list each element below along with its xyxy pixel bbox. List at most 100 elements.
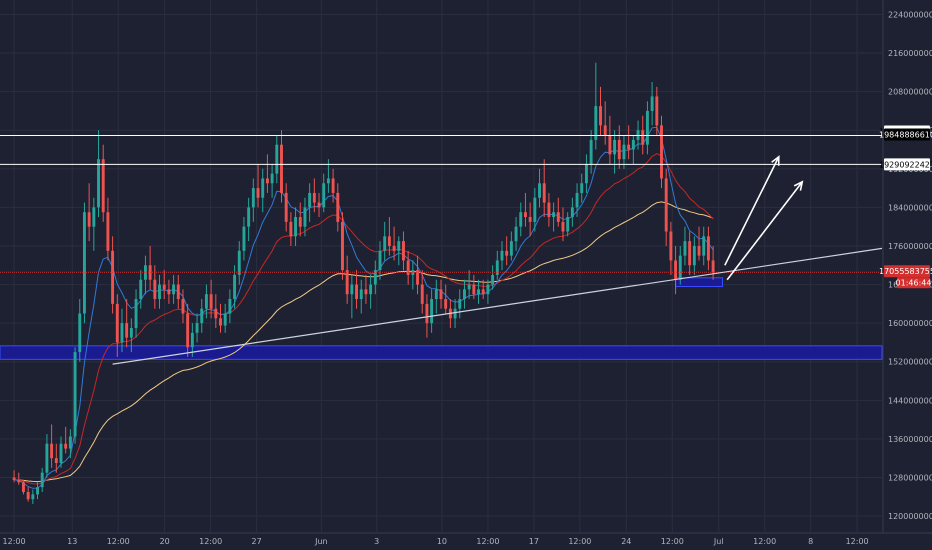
candle-body-19 xyxy=(101,159,105,213)
grid-lines xyxy=(0,0,882,532)
candle-body-63 xyxy=(308,192,312,208)
candle-body-115 xyxy=(552,212,556,218)
candle-body-84 xyxy=(406,260,410,275)
price-tick-label: 12000000000 xyxy=(888,512,932,521)
candle-body-23 xyxy=(120,323,124,343)
time-axis-panel[interactable] xyxy=(0,533,932,550)
candle-body-99 xyxy=(477,289,480,295)
time-tick-label: 12:00 xyxy=(661,537,684,546)
candle-body-124 xyxy=(594,106,598,140)
candle-body-102 xyxy=(491,274,495,285)
candle-body-76 xyxy=(369,284,373,295)
candle-body-38 xyxy=(190,332,194,348)
candle-body-95 xyxy=(458,299,462,309)
candle-body-67 xyxy=(326,178,330,184)
candle-body-111 xyxy=(533,197,537,222)
price-tick-label: 18400000000 xyxy=(888,203,932,212)
time-tick-label: 12:00 xyxy=(568,537,591,546)
candle-body-27 xyxy=(139,279,143,300)
candle-body-89 xyxy=(430,299,434,324)
candle-body-70 xyxy=(341,221,344,271)
candle-body-108 xyxy=(519,212,523,227)
price-tick-label: 12800000000 xyxy=(888,473,932,482)
time-tick-label: Jul xyxy=(713,537,724,546)
candle-body-34 xyxy=(172,284,176,295)
candle-body-66 xyxy=(322,183,326,208)
candle-body-41 xyxy=(204,294,208,309)
time-tick-label: 12:00 xyxy=(846,537,869,546)
candle-body-3 xyxy=(26,491,30,500)
candle-body-136 xyxy=(650,96,654,111)
support-zone-0 xyxy=(0,345,883,360)
candle-body-104 xyxy=(500,250,504,261)
candle-body-100 xyxy=(481,289,485,295)
candle-body-142 xyxy=(678,255,682,280)
level-tag-bg-1 xyxy=(884,128,930,141)
projection-arrows xyxy=(724,155,804,281)
candle-body-144 xyxy=(688,241,692,266)
price-tick-label: 16000000000 xyxy=(888,319,932,328)
arrow-head-1 xyxy=(793,180,804,191)
price-tick-label: 20800000000 xyxy=(888,88,932,97)
candle-body-83 xyxy=(402,241,405,261)
candle-body-74 xyxy=(359,289,363,300)
candle-body-140 xyxy=(669,231,673,261)
current-price-tag-bg xyxy=(884,265,930,278)
level-tag-label: 19290922421 xyxy=(879,160,932,169)
candle-body-33 xyxy=(167,289,171,295)
candle-body-49 xyxy=(242,226,246,251)
candle-body-137 xyxy=(655,96,659,126)
candle-body-112 xyxy=(538,183,541,198)
candle-body-16 xyxy=(87,212,91,227)
time-tick-label: 12:00 xyxy=(107,537,130,546)
candle-body-106 xyxy=(509,241,513,256)
ema-slow-line xyxy=(14,201,714,483)
support-zone-1 xyxy=(675,277,723,287)
candle-body-120 xyxy=(575,192,579,208)
candle-body-53 xyxy=(261,178,265,198)
arrow-head-0 xyxy=(771,155,780,166)
candle-body-129 xyxy=(617,139,621,160)
candle-body-65 xyxy=(317,202,321,208)
candle-body-118 xyxy=(566,217,570,232)
price-tick-label: 21600000000 xyxy=(888,49,932,58)
candle-body-59 xyxy=(289,221,293,237)
candle-body-69 xyxy=(336,192,340,222)
candle-body-4 xyxy=(31,494,35,500)
candle-body-75 xyxy=(364,289,368,295)
candle-body-17 xyxy=(92,207,96,227)
candle-body-119 xyxy=(570,207,574,218)
countdown-tag-label: 01:46:44 xyxy=(896,279,932,288)
time-tick-label: 27 xyxy=(252,537,262,546)
candle-body-135 xyxy=(645,110,649,145)
candle-body-141 xyxy=(674,260,678,280)
candle-body-134 xyxy=(641,130,645,145)
candle-body-109 xyxy=(523,212,527,218)
candle-body-86 xyxy=(416,270,419,285)
price-tick-label: 22400000000 xyxy=(888,10,932,19)
candle-body-78 xyxy=(378,250,382,271)
candle-body-62 xyxy=(303,207,307,227)
time-tick-label: 3 xyxy=(374,537,379,546)
candle-body-80 xyxy=(387,236,391,246)
candle-body-35 xyxy=(176,284,180,300)
candle-body-24 xyxy=(125,323,129,338)
time-tick-label: 12:00 xyxy=(476,537,499,546)
candle-body-39 xyxy=(195,323,199,333)
candle-body-139 xyxy=(664,178,668,232)
candle-body-50 xyxy=(247,207,251,227)
candle-body-58 xyxy=(284,192,288,222)
candle-body-20 xyxy=(106,212,110,251)
candle-body-25 xyxy=(129,327,133,338)
candle-body-11 xyxy=(64,443,68,449)
candle-body-113 xyxy=(542,183,546,203)
candle-body-45 xyxy=(223,313,227,326)
candle-body-117 xyxy=(561,221,565,232)
candle-body-68 xyxy=(331,178,335,193)
candle-body-40 xyxy=(200,308,204,324)
time-tick-label: 10 xyxy=(437,537,447,546)
horizontal-levels xyxy=(0,134,882,273)
candle-body-105 xyxy=(505,250,509,256)
